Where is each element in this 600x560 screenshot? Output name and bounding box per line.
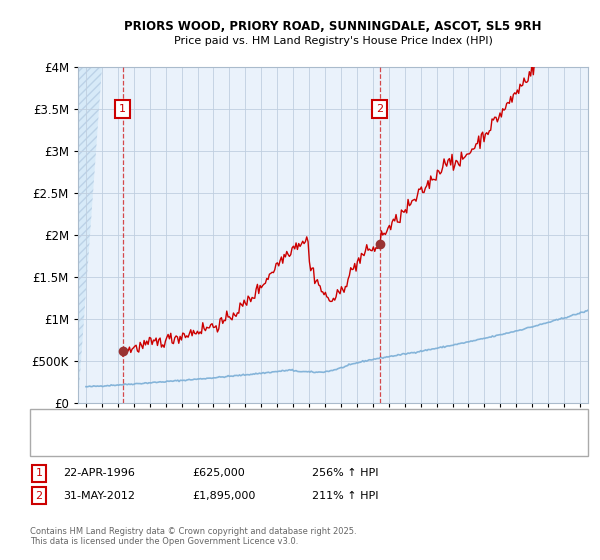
Text: £625,000: £625,000 (192, 468, 245, 478)
Text: 256% ↑ HPI: 256% ↑ HPI (312, 468, 379, 478)
Polygon shape (78, 67, 102, 403)
Text: 1: 1 (35, 468, 43, 478)
Text: PRIORS WOOD, PRIORY ROAD, SUNNINGDALE, ASCOT, SL5 9RH (detached house): PRIORS WOOD, PRIORY ROAD, SUNNINGDALE, A… (69, 413, 468, 423)
Text: 1: 1 (119, 104, 126, 114)
Text: PRIORS WOOD, PRIORY ROAD, SUNNINGDALE, ASCOT, SL5 9RH: PRIORS WOOD, PRIORY ROAD, SUNNINGDALE, A… (124, 20, 542, 32)
Text: 22-APR-1996: 22-APR-1996 (63, 468, 135, 478)
Text: Contains HM Land Registry data © Crown copyright and database right 2025.
This d: Contains HM Land Registry data © Crown c… (30, 526, 356, 546)
Text: Price paid vs. HM Land Registry's House Price Index (HPI): Price paid vs. HM Land Registry's House … (173, 36, 493, 46)
Text: 2: 2 (376, 104, 383, 114)
Text: 211% ↑ HPI: 211% ↑ HPI (312, 491, 379, 501)
Text: 2: 2 (35, 491, 43, 501)
Text: £1,895,000: £1,895,000 (192, 491, 256, 501)
Text: HPI: Average price, detached house, Windsor and Maidenhead: HPI: Average price, detached house, Wind… (69, 435, 374, 445)
Text: 31-MAY-2012: 31-MAY-2012 (63, 491, 135, 501)
